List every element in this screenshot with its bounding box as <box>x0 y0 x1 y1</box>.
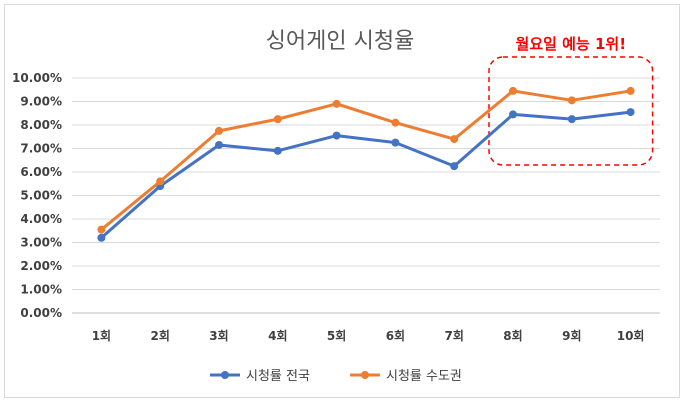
y-tick-label: 6.00% <box>20 165 62 179</box>
data-point[interactable] <box>273 146 282 155</box>
y-tick-label: 1.00% <box>20 283 62 297</box>
y-tick-label: 2.00% <box>20 259 62 273</box>
y-tick-label: 10.00% <box>12 71 62 85</box>
data-point[interactable] <box>509 110 517 119</box>
series-lines <box>97 86 635 242</box>
x-axis-ticks: 1회 2회 3회 4회 5회 6회 7회 8회 9회 10회 <box>92 328 645 343</box>
data-point[interactable] <box>450 135 459 144</box>
data-point[interactable] <box>156 177 165 186</box>
data-point[interactable] <box>391 138 400 147</box>
y-axis-ticks: 0.00% 1.00% 2.00% 3.00% 4.00% 5.00% 6.00% 7.00%… <box>12 71 62 320</box>
x-tick-label: 7회 <box>445 328 464 343</box>
annotation-callout: 월요일 예능 1위! <box>488 35 654 166</box>
x-tick-label: 2회 <box>151 328 170 343</box>
data-point[interactable] <box>97 225 106 234</box>
y-tick-label: 3.00% <box>20 236 62 250</box>
x-tick-label: 1회 <box>92 328 111 343</box>
data-point[interactable] <box>626 86 635 95</box>
callout-box <box>488 56 654 166</box>
data-point[interactable] <box>509 86 517 95</box>
callout-text: 월요일 예능 1위! <box>516 35 627 53</box>
chart-title: 싱어게인 시청율 <box>266 29 415 54</box>
x-tick-label: 9회 <box>562 328 581 343</box>
data-point[interactable] <box>97 233 106 242</box>
legend-marker <box>361 371 369 379</box>
data-point[interactable] <box>215 126 223 135</box>
x-tick-label: 10회 <box>617 328 645 343</box>
data-point[interactable] <box>567 96 576 105</box>
y-tick-label: 7.00% <box>20 142 62 156</box>
legend-label: 시청률 전국 <box>246 369 310 384</box>
data-point[interactable] <box>567 115 576 124</box>
series-line <box>97 108 635 242</box>
series-path <box>100 89 631 231</box>
x-tick-label: 4회 <box>268 328 287 343</box>
series-line <box>97 86 635 234</box>
y-tick-label: 9.00% <box>20 95 62 109</box>
chart-frame <box>4 4 680 398</box>
x-tick-label: 6회 <box>386 328 405 343</box>
legend-label: 시청률 수도권 <box>386 369 462 384</box>
y-tick-label: 5.00% <box>20 189 62 203</box>
legend[interactable]: 시청률 전국 시청률 수도권 <box>210 369 462 384</box>
data-point[interactable] <box>332 99 341 108</box>
data-point[interactable] <box>273 115 282 124</box>
legend-item[interactable]: 시청률 전국 <box>210 369 310 384</box>
series-path <box>100 110 631 239</box>
x-tick-label: 8회 <box>503 328 522 343</box>
data-point[interactable] <box>215 140 223 149</box>
data-point[interactable] <box>626 108 635 117</box>
data-point[interactable] <box>450 162 459 171</box>
y-tick-label: 8.00% <box>20 118 62 132</box>
legend-marker <box>221 371 229 379</box>
legend-item[interactable]: 시청률 수도권 <box>350 369 462 384</box>
gridlines <box>72 77 660 314</box>
y-tick-label: 4.00% <box>20 212 62 226</box>
data-point[interactable] <box>332 131 341 140</box>
data-point[interactable] <box>391 118 400 127</box>
y-tick-label: 0.00% <box>20 306 62 320</box>
x-tick-label: 3회 <box>209 328 228 343</box>
x-tick-label: 5회 <box>327 328 346 343</box>
